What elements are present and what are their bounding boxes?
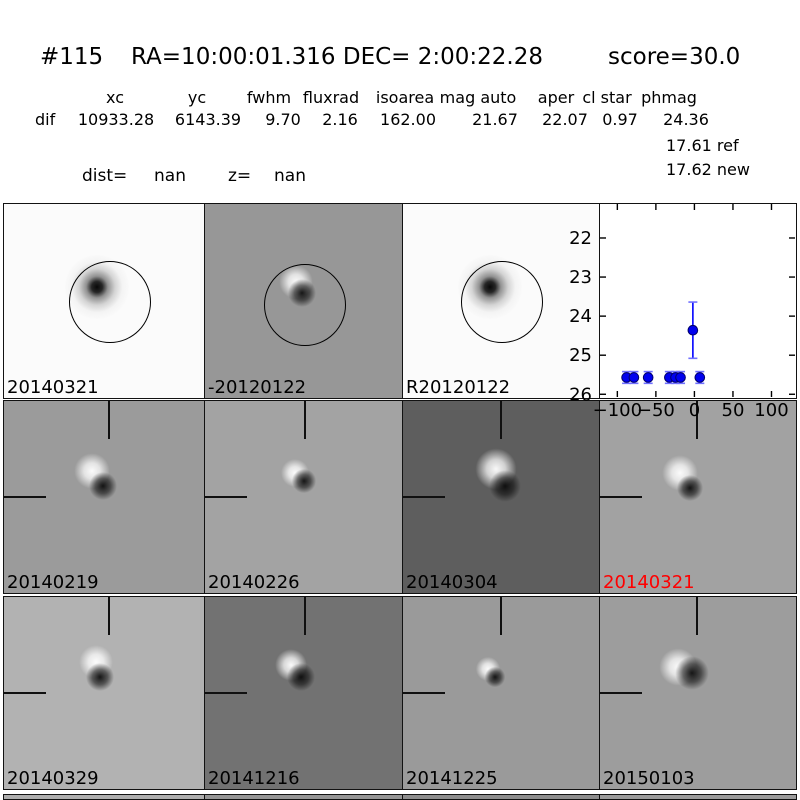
cutout-panel: 20140226	[204, 400, 403, 594]
residual-dark-lobe	[484, 666, 506, 688]
stat-header-isoarea: isoarea	[375, 88, 435, 107]
cutout-panel-clipped	[402, 794, 600, 800]
score-value: score=30.0	[608, 44, 741, 70]
position-marker-horizontal	[4, 692, 46, 694]
stat-value-fluxrad: 2.16	[322, 110, 358, 129]
panel-date-label: 20140226	[208, 572, 300, 594]
lightcurve-plot: −100 −50 0 50 100 22 23 24 25 26	[569, 203, 797, 421]
position-marker-horizontal	[403, 692, 445, 694]
dist-value: nan	[154, 166, 186, 186]
position-marker-vertical	[304, 401, 306, 439]
stat-value-magauto: 21.67	[472, 110, 518, 129]
svg-text:24: 24	[569, 306, 592, 327]
position-marker-vertical	[500, 597, 502, 635]
residual-dark-lobe	[488, 469, 522, 503]
residual-dark-lobe	[88, 471, 118, 501]
cutout-panel-clipped	[3, 794, 205, 800]
ref-mag-line: 17.61 ref	[666, 136, 739, 155]
position-marker-vertical	[696, 597, 698, 635]
stat-header-yc: yc	[187, 88, 207, 107]
cutout-panel-ref: R20120122	[402, 203, 600, 399]
residual-dark-lobe	[291, 468, 317, 494]
stat-header-magauto: mag auto	[439, 88, 517, 107]
cutout-panel: 20150103	[599, 596, 797, 790]
lightcurve-plot-svg: −100−50 0 50 100 22 23 24 25 26	[569, 204, 795, 421]
svg-text:−50: −50	[637, 400, 675, 421]
residual-dark-lobe	[85, 662, 115, 692]
panel-date-label: R20120122	[406, 377, 511, 399]
cutout-panel-clipped	[599, 794, 797, 800]
stat-header-xc: xc	[106, 88, 124, 107]
residual-dark-lobe	[286, 662, 316, 692]
position-marker-horizontal	[205, 692, 247, 694]
cutout-panel-clipped	[204, 794, 403, 800]
residual-dark-lobe	[674, 655, 710, 691]
position-marker-horizontal	[4, 496, 46, 498]
aperture-circle	[69, 261, 151, 343]
svg-text:−100: −100	[593, 400, 642, 421]
cutout-panel-new: 20140321	[3, 203, 205, 399]
cutout-panel-diff-ref: -20120122	[204, 203, 403, 399]
stat-header-fwhm: fwhm	[246, 88, 292, 107]
panel-date-label: 20140321	[603, 572, 695, 594]
stat-value-aper: 22.07	[542, 110, 588, 129]
aperture-circle	[461, 261, 543, 343]
stat-header-phmag: phmag	[641, 88, 697, 107]
svg-text:100: 100	[754, 400, 788, 421]
cutout-panel: 20140304	[402, 400, 600, 594]
position-marker-vertical	[108, 597, 110, 635]
stat-value-isoarea: 162.00	[380, 110, 436, 129]
stat-value-fwhm: 9.70	[265, 110, 301, 129]
position-marker-horizontal	[600, 692, 642, 694]
stat-header-fluxrad: fluxrad	[302, 88, 360, 107]
stat-header-clstar: cl star	[582, 88, 632, 107]
svg-text:23: 23	[569, 267, 592, 288]
residual-dark-lobe	[676, 474, 704, 502]
row-label: dif	[35, 110, 56, 129]
stat-value-phmag: 24.36	[663, 110, 709, 129]
svg-text:50: 50	[722, 400, 745, 421]
new-mag-line: 17.62 new	[666, 160, 750, 179]
panel-date-label: 20150103	[603, 768, 695, 790]
svg-text:22: 22	[569, 228, 592, 249]
panel-date-label: 20140304	[406, 572, 498, 594]
position-marker-vertical	[304, 597, 306, 635]
position-marker-horizontal	[403, 496, 445, 498]
svg-text:25: 25	[569, 345, 592, 366]
cutout-panel: 20140219	[3, 400, 205, 594]
position-marker-horizontal	[205, 496, 247, 498]
candidate-id: #115	[40, 44, 104, 70]
aperture-circle	[264, 264, 346, 346]
cutout-panel: 20141216	[204, 596, 403, 790]
position-marker-horizontal	[600, 496, 642, 498]
cutout-panel-detection: 20140321	[599, 400, 797, 594]
stat-value-xc: 10933.28	[77, 110, 155, 129]
stat-header-aper: aper	[537, 88, 575, 107]
cutout-panel: 20141225	[402, 596, 600, 790]
panel-date-label: -20120122	[208, 377, 307, 399]
position-marker-vertical	[696, 401, 698, 439]
panel-date-label: 20140219	[7, 572, 99, 594]
panel-date-label: 20140329	[7, 768, 99, 790]
panel-date-label: 20141216	[208, 768, 300, 790]
stat-value-clstar: 0.97	[602, 110, 638, 129]
coordinates: RA=10:00:01.316 DEC= 2:00:22.28	[131, 44, 544, 70]
position-marker-vertical	[500, 401, 502, 439]
redshift-value: nan	[274, 166, 306, 186]
stat-value-yc: 6143.39	[174, 110, 242, 129]
svg-text:0: 0	[689, 400, 700, 421]
position-marker-vertical	[108, 401, 110, 439]
dist-label: dist=	[82, 166, 128, 186]
redshift-label: z=	[228, 166, 252, 186]
cutout-panel: 20140329	[3, 596, 205, 790]
panel-date-label: 20141225	[406, 768, 498, 790]
panel-date-label: 20140321	[7, 377, 99, 399]
svg-text:26: 26	[569, 384, 592, 405]
